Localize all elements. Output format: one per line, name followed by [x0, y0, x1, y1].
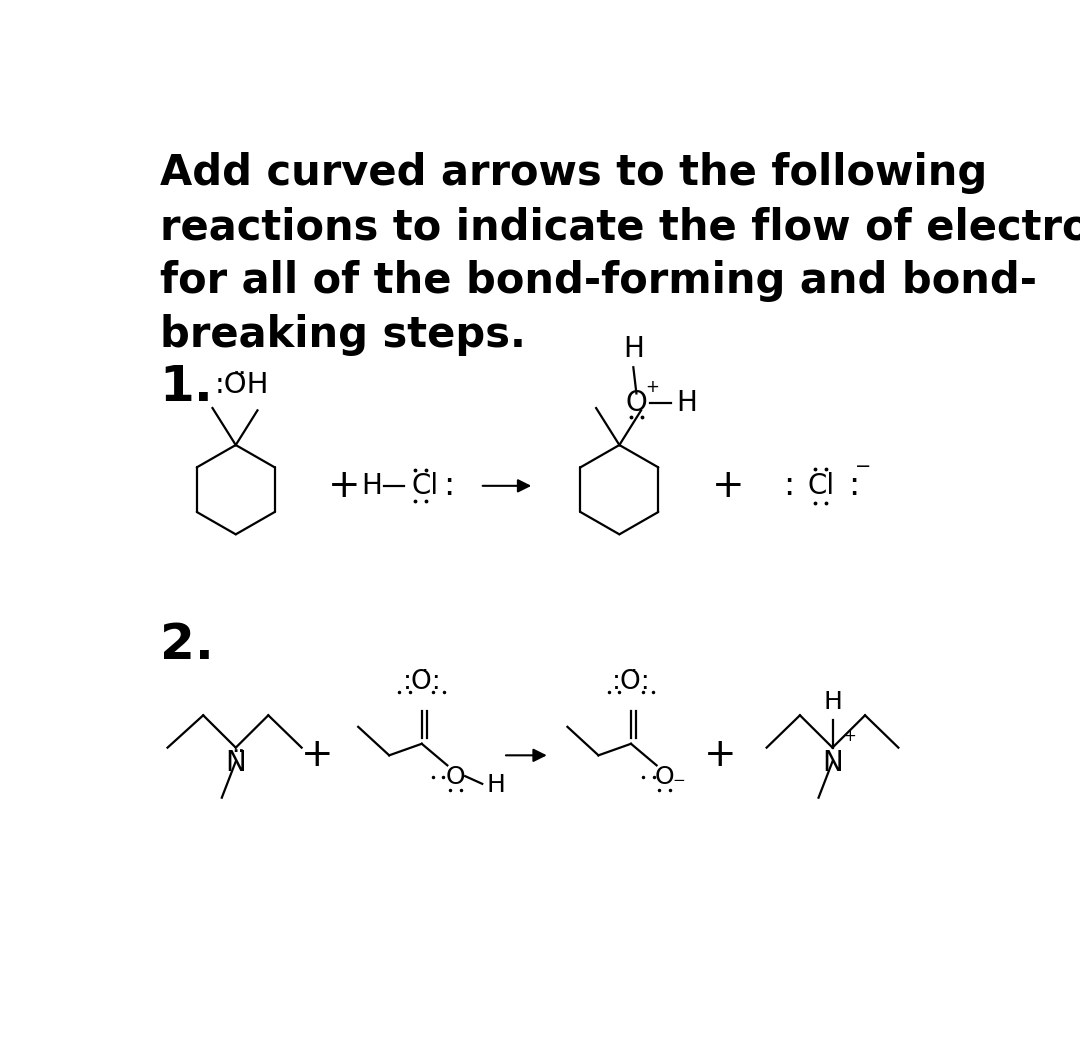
Text: :: : [783, 469, 794, 503]
Text: +: + [843, 729, 856, 744]
Text: Cl: Cl [808, 472, 835, 500]
Text: H: H [487, 773, 505, 797]
Text: N: N [822, 749, 842, 777]
Text: H: H [677, 388, 698, 417]
Text: 2.: 2. [160, 621, 214, 669]
Text: N̈: N̈ [226, 749, 246, 777]
Text: :: : [444, 469, 455, 503]
Text: +: + [704, 736, 737, 774]
Text: Add curved arrows to the following: Add curved arrows to the following [160, 153, 987, 195]
Text: reactions to indicate the flow of electrons: reactions to indicate the flow of electr… [160, 206, 1080, 248]
Text: :: : [848, 469, 859, 503]
Text: :Ȯ:: :Ȯ: [403, 669, 441, 695]
Text: 1.: 1. [160, 363, 214, 410]
Text: +: + [645, 379, 659, 397]
Text: for all of the bond-forming and bond-: for all of the bond-forming and bond- [160, 260, 1037, 302]
Text: O: O [625, 388, 647, 417]
Text: −: − [855, 457, 872, 477]
Text: Cl: Cl [411, 472, 438, 500]
Text: :Ȯ:: :Ȯ: [611, 669, 650, 695]
Text: O: O [654, 765, 674, 789]
Text: H: H [623, 335, 644, 363]
Text: +: + [712, 467, 744, 505]
Text: H: H [823, 690, 842, 713]
Text: +: + [328, 467, 361, 505]
Text: +: + [301, 736, 334, 774]
Text: H: H [361, 472, 382, 500]
Text: :ÖH: :ÖH [215, 370, 269, 399]
Text: breaking steps.: breaking steps. [160, 315, 526, 357]
Text: −: − [673, 773, 686, 788]
Text: O: O [445, 765, 464, 789]
